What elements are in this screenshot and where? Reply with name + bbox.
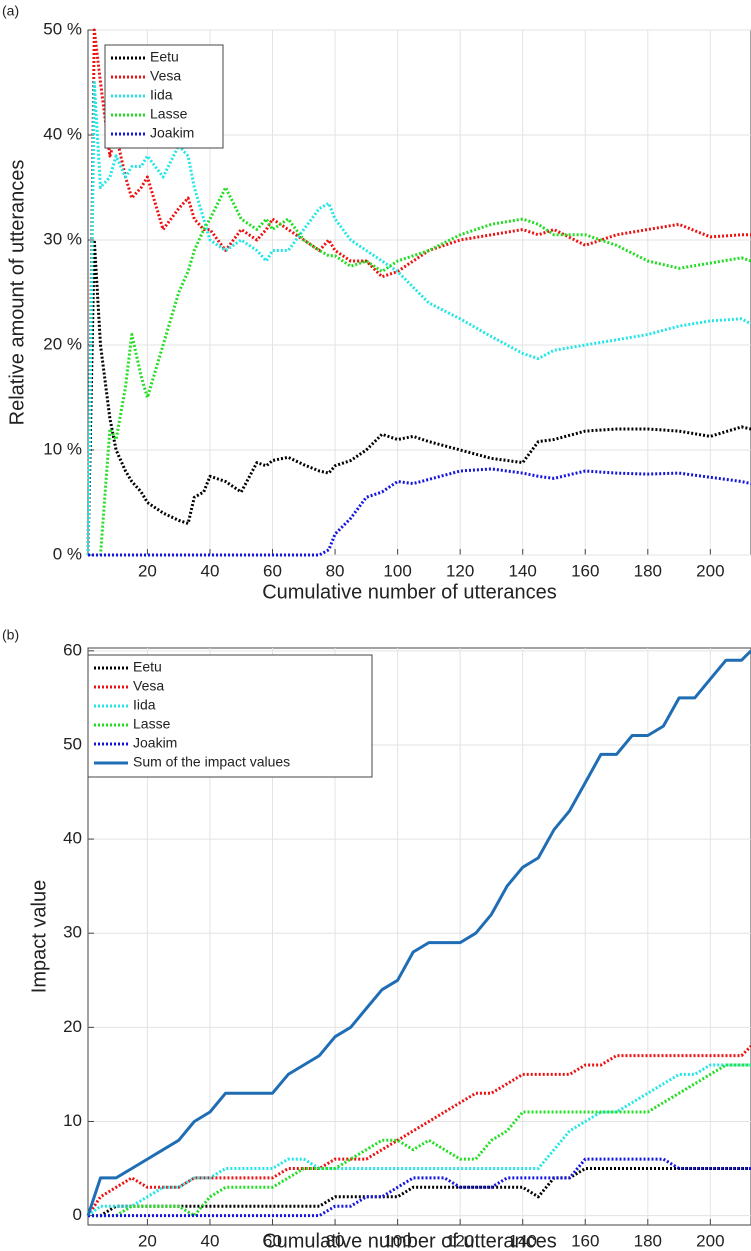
y-tick-label: 30 %	[43, 229, 82, 248]
y-tick-label: 20	[63, 1017, 82, 1036]
series-line	[86, 1045, 751, 1217]
x-tick-label: 120	[446, 561, 474, 580]
x-tick-label: 100	[383, 561, 411, 580]
y-tick-label: 10	[63, 1111, 82, 1130]
legend-label: Sum of the impact values	[133, 754, 290, 770]
legend-label: Joakim	[133, 735, 177, 751]
series-line	[88, 1157, 751, 1218]
x-tick-label: 140	[509, 561, 537, 580]
y-tick-label: 0	[73, 1205, 82, 1224]
x-tick-label: 200	[696, 561, 724, 580]
y-tick-label: 40	[63, 829, 82, 848]
legend-label: Lasse	[150, 106, 188, 122]
x-tick-label: 100	[383, 1231, 411, 1250]
x-tick-label: 160	[571, 1231, 599, 1250]
x-axis-label: Cumulative number of utterances	[262, 581, 557, 603]
x-tick-label: 40	[201, 1231, 220, 1250]
panel-label: (a)	[2, 3, 19, 19]
series-line	[88, 186, 751, 557]
y-tick-label: 20 %	[43, 334, 82, 353]
x-tick-label: 140	[509, 1231, 537, 1250]
y-tick-label: 0 %	[53, 544, 82, 563]
x-tick-label: 60	[263, 561, 282, 580]
legend-label: Eetu	[133, 659, 162, 675]
x-axis-label: Cumulative number of utterances	[262, 1230, 557, 1251]
panel-label: (b)	[2, 627, 19, 643]
series-line	[86, 238, 751, 556]
x-tick-label: 120	[446, 1231, 474, 1250]
x-tick-label: 200	[696, 1231, 724, 1250]
legend-label: Vesa	[150, 68, 181, 84]
x-tick-label: 180	[634, 561, 662, 580]
x-tick-label: 80	[326, 561, 345, 580]
x-tick-label: 20	[138, 1231, 157, 1250]
legend-label: Iida	[133, 697, 156, 713]
series-line	[88, 1167, 751, 1218]
x-tick-label: 80	[326, 1231, 345, 1250]
legend-box	[87, 654, 373, 778]
legend-label: Iida	[150, 87, 173, 103]
y-axis-label: Impact value	[28, 880, 50, 993]
series-line	[88, 467, 751, 557]
x-tick-label: 40	[201, 561, 220, 580]
legend-label: Joakim	[150, 125, 194, 141]
y-tick-label: 30	[63, 923, 82, 942]
x-tick-label: 20	[138, 561, 157, 580]
y-tick-label: 50 %	[43, 19, 82, 38]
y-axis-label: Relative amount of utterances	[6, 160, 28, 426]
x-tick-label: 180	[634, 1231, 662, 1250]
legend-label: Eetu	[150, 49, 179, 65]
legend-label: Vesa	[133, 678, 164, 694]
x-tick-label: 160	[571, 561, 599, 580]
y-tick-label: 60	[63, 640, 82, 659]
series-line	[86, 649, 751, 1217]
series-line	[88, 1063, 751, 1218]
y-tick-label: 40 %	[43, 124, 82, 143]
x-tick-label: 60	[263, 1231, 282, 1250]
legend-label: Lasse	[133, 716, 171, 732]
y-tick-label: 10 %	[43, 439, 82, 458]
y-tick-label: 50	[63, 734, 82, 753]
series-line	[86, 81, 751, 556]
